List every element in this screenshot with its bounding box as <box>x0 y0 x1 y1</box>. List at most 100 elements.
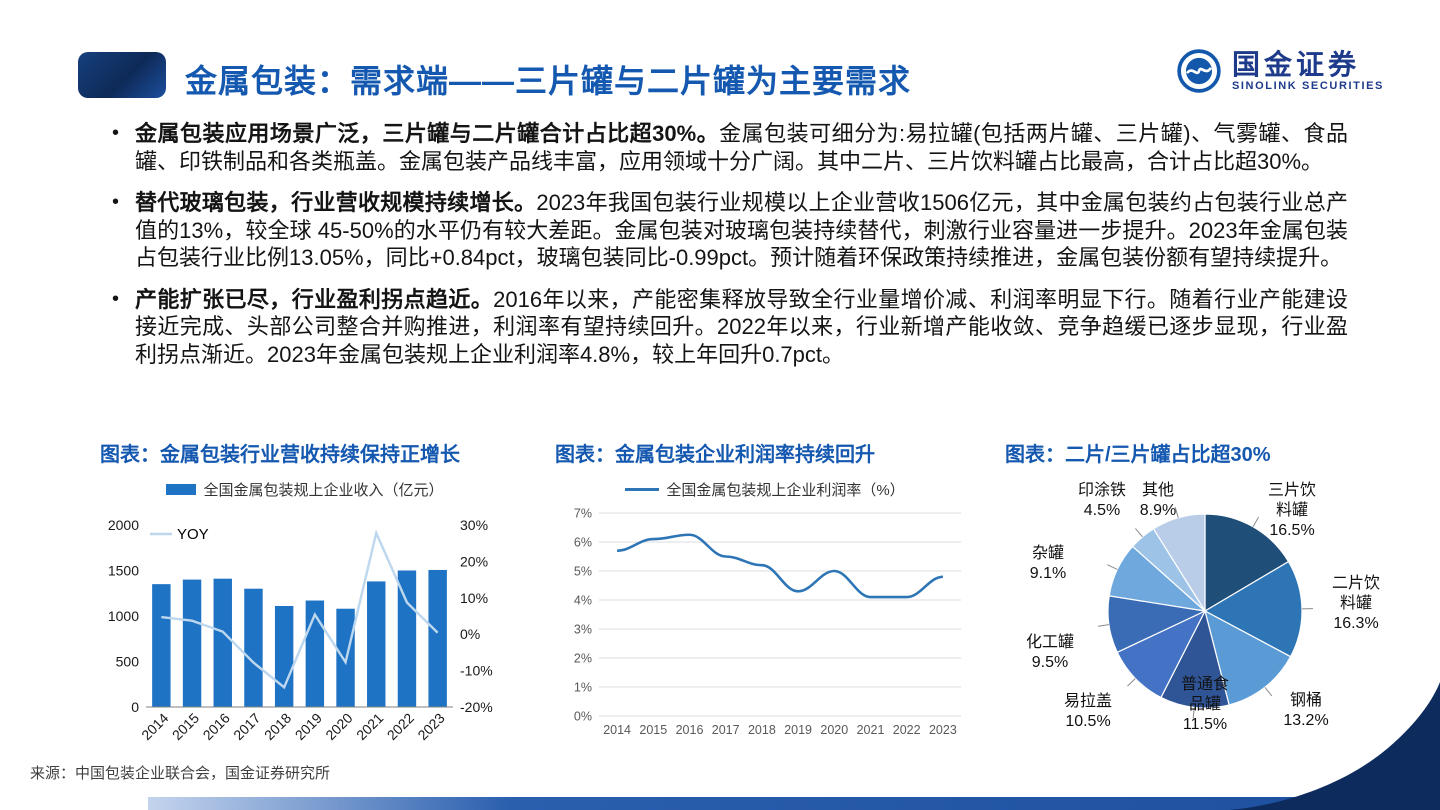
legend-bar-swatch <box>166 483 197 495</box>
right-axis-label: 20% <box>460 553 488 569</box>
legend-label: 全国金属包装规上企业收入（亿元） <box>203 481 444 499</box>
pie-label-name: 二片饮料罐 <box>1331 575 1380 612</box>
logo-text: 国金证券 SINOLINK SECURITIES <box>1231 50 1384 93</box>
bullet-body: 2016年以来，产能密集释放导致全行业量增价减、利润率明显下行。随着行业产能建设… <box>135 286 1348 367</box>
revenue-bar <box>367 581 386 707</box>
revenue-chart-title: 图表：金属包装行业营收持续保持正增长 <box>100 444 460 466</box>
x-axis-label: 2021 <box>857 723 885 737</box>
y-axis-label: 0% <box>574 710 592 724</box>
revenue-bar-chart: 0 500 1000 1500 2000 -20% -10% 0% 10% 20% 30% 2014 2… <box>108 517 493 743</box>
profit-line-chart: 0% 1% 2% 3% 4% 5% 6% 7% 2014 2015 2016 2017 2018 2019… <box>574 507 961 737</box>
right-axis-label: -20% <box>460 699 493 715</box>
logo-icon <box>1177 49 1221 93</box>
pie-label-value: 9.1% <box>1029 565 1067 582</box>
profit-chart-title: 图表：金属包装企业利润率持续回升 <box>555 444 875 466</box>
profit-line <box>617 533 944 599</box>
bullet-lead: 金属包装应用场景广泛，三片罐与二片罐合计占比超30%。 <box>135 121 720 146</box>
pie-label: 二片饮料罐 16.3% <box>1328 574 1384 634</box>
x-axis-label: 2015 <box>639 723 667 737</box>
y-axis-label: 1% <box>574 681 592 695</box>
revenue-bar <box>274 605 294 707</box>
leader-line <box>1192 707 1195 719</box>
bottom-bar <box>148 797 1440 810</box>
source-note: 来源：中国包装企业联合会，国金证券研究所 <box>30 765 331 782</box>
legend-label: 全国金属包装规上企业利润率（%） <box>666 481 905 499</box>
pie-label: 普通食品罐 11.5% <box>1177 675 1233 735</box>
y-axis-label: 5% <box>574 565 592 579</box>
pie-label-name: 三片饮料罐 <box>1267 482 1316 519</box>
x-axis-label: 2023 <box>929 723 957 737</box>
page-title: 金属包装：需求端——三片罐与二片罐为主要需求 <box>185 63 912 99</box>
x-axis-label: 2021 <box>353 710 386 743</box>
x-axis-label: 2023 <box>414 710 447 743</box>
bullet-body: 金属包装可细分为:易拉罐(包括两片罐、三片罐)、气雾罐、食品罐、印铁制品和各类瓶… <box>135 121 1348 174</box>
pie-label-name: 其他 <box>1141 482 1174 499</box>
leader-line <box>1098 624 1110 627</box>
bullet-lead: 产能扩张已尽，行业盈利拐点趋近。 <box>135 286 494 312</box>
legend-line-swatch <box>625 487 660 491</box>
leader-line <box>1127 678 1136 687</box>
pie-label-value: 4.5% <box>1083 502 1121 519</box>
pie-label: 杂罐 9.1% <box>1020 544 1076 584</box>
x-axis-label: 2019 <box>784 723 812 737</box>
pie-label-name: 普通食品罐 <box>1180 676 1229 713</box>
revenue-bar <box>397 570 417 707</box>
revenue-bar <box>213 578 232 707</box>
x-axis-label: 2022 <box>893 723 921 737</box>
x-axis-label: 2014 <box>603 723 631 737</box>
right-axis-label: 30% <box>460 517 488 533</box>
share-pie-chart <box>1098 507 1313 719</box>
x-axis-label: 2018 <box>748 723 776 737</box>
y-axis-label: 7% <box>574 507 592 521</box>
bullet-item: 产能扩张已尽，行业盈利拐点趋近。2016年以来，产能密集释放导致全行业量增价减、… <box>108 286 1348 369</box>
bullet-item: 金属包装应用场景广泛，三片罐与二片罐合计占比超30%。金属包装可细分为:易拉罐(… <box>108 120 1348 175</box>
pie-label-name: 印涂铁 <box>1077 482 1126 499</box>
pie-label: 印涂铁 4.5% <box>1074 481 1130 521</box>
x-axis-label: 2022 <box>384 710 417 743</box>
pie-label: 其他 8.9% <box>1130 481 1186 521</box>
right-axis-label: 0% <box>460 626 480 642</box>
left-axis-label: 1500 <box>108 563 139 579</box>
left-axis-label: 1000 <box>108 608 139 624</box>
x-axis-label: 2016 <box>200 710 233 743</box>
figure-revenue: 图表：金属包装行业营收持续保持正增长 全国金属包装规上企业收入（亿元） 0 500… <box>100 438 510 770</box>
pie-slice <box>1204 513 1290 613</box>
revenue-bar <box>244 588 263 707</box>
profit-chart-legend: 全国金属包装规上企业利润率（%） <box>555 481 975 499</box>
y-axis-label: 2% <box>574 652 592 666</box>
left-axis-label: 2000 <box>108 517 139 533</box>
pie-label-value: 10.5% <box>1065 713 1111 730</box>
logo-subname: SINOLINK SECURITIES <box>1231 80 1384 92</box>
bullet-item: 替代玻璃包装，行业营收规模持续增长。2023年我国包装行业规模以上企业营收150… <box>108 189 1348 272</box>
corner-swoosh-icon <box>1230 682 1440 810</box>
revenue-bar <box>428 569 447 707</box>
figure-profit: 图表：金属包装企业利润率持续回升 全国金属包装规上企业利润率（%） 0% 1% 2%… <box>555 438 975 757</box>
figure-share: 图表：二片/三片罐占比超30% 三片饮料罐 16.5% 二片饮料罐 16.3% 钢桶 13… <box>1005 438 1435 771</box>
pie-label-value: 16.3% <box>1333 615 1379 632</box>
x-axis-label: 2017 <box>230 710 263 743</box>
y-axis-label: 3% <box>574 623 592 637</box>
right-axis-label: 10% <box>460 590 488 606</box>
pie-label-name: 易拉盖 <box>1063 693 1112 710</box>
leader-line <box>1107 564 1118 570</box>
leader-line <box>1174 507 1179 518</box>
y-axis-label: 4% <box>574 594 592 608</box>
yoy-label: YOY <box>177 526 209 543</box>
x-axis-label: 2018 <box>261 710 294 743</box>
left-axis-label: 0 <box>131 699 139 715</box>
pie-label-name: 化工罐 <box>1025 634 1074 651</box>
pie-label-value: 11.5% <box>1182 716 1228 733</box>
header-accent-block <box>78 52 166 98</box>
share-chart-title: 图表：二片/三片罐占比超30% <box>1005 444 1271 466</box>
pie-label-name: 杂罐 <box>1031 545 1064 562</box>
x-axis-label: 2017 <box>712 723 740 737</box>
revenue-bar <box>152 584 171 707</box>
left-axis-label: 500 <box>116 654 140 670</box>
right-axis-label: -10% <box>460 663 493 679</box>
company-logo: 国金证券 SINOLINK SECURITIES <box>1176 48 1384 94</box>
bullet-lead: 替代玻璃包装，行业营收规模持续增长。 <box>135 190 537 215</box>
x-axis-label: 2014 <box>138 710 171 743</box>
revenue-chart-legend: 全国金属包装规上企业收入（亿元） <box>100 481 510 499</box>
y-axis-label: 6% <box>574 536 592 550</box>
